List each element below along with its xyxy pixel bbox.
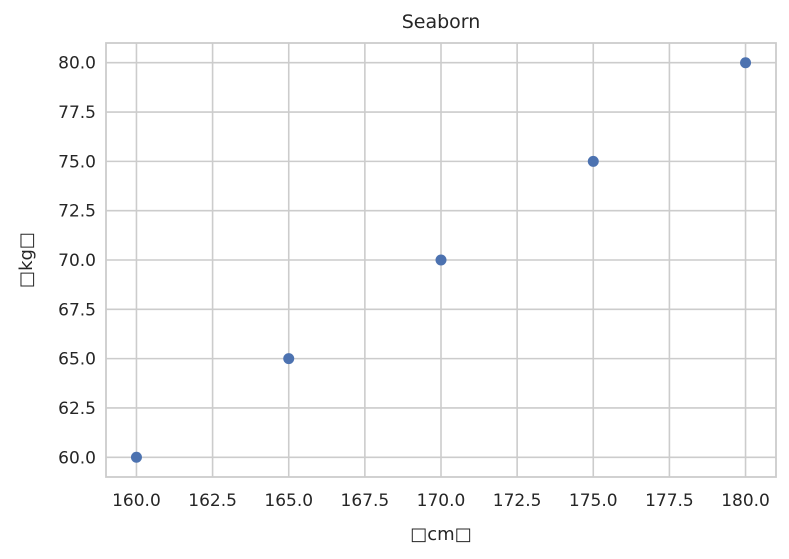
x-tick-label: 180.0: [721, 491, 770, 511]
chart-title: Seaborn: [402, 11, 481, 33]
x-tick-label: 162.5: [188, 491, 237, 511]
y-tick-label: 70.0: [58, 251, 96, 271]
x-tick-label: 160.0: [112, 491, 161, 511]
x-tick-label: 172.5: [493, 491, 542, 511]
data-point: [587, 155, 599, 167]
data-point: [130, 451, 142, 463]
y-axis-label: □kg□: [16, 232, 37, 288]
x-tick-label: 177.5: [645, 491, 694, 511]
x-tick-labels: 160.0 162.5 165.0 167.5 170.0 172.5 175.0 177.5…: [112, 491, 770, 511]
y-tick-label: 72.5: [58, 202, 96, 222]
x-tick-label: 167.5: [341, 491, 390, 511]
y-tick-label: 67.5: [58, 300, 96, 320]
data-point: [740, 57, 752, 69]
x-tick-label: 170.0: [417, 491, 466, 511]
y-tick-label: 62.5: [58, 399, 96, 419]
x-tick-label: 175.0: [569, 491, 618, 511]
y-tick-label: 60.0: [58, 448, 96, 468]
data-point: [283, 353, 295, 365]
x-axis-label: □cm□: [410, 524, 471, 545]
data-point: [435, 254, 447, 266]
y-tick-label: 77.5: [58, 103, 96, 123]
data-points: [130, 57, 752, 463]
y-tick-labels: 60.0 62.5 65.0 67.5 70.0 72.5 75.0 77.5 80.0: [58, 54, 96, 469]
y-tick-label: 80.0: [58, 54, 96, 74]
x-tick-label: 165.0: [264, 491, 313, 511]
y-tick-label: 75.0: [58, 152, 96, 172]
plot-frame: [105, 42, 777, 478]
y-tick-label: 65.0: [58, 350, 96, 370]
